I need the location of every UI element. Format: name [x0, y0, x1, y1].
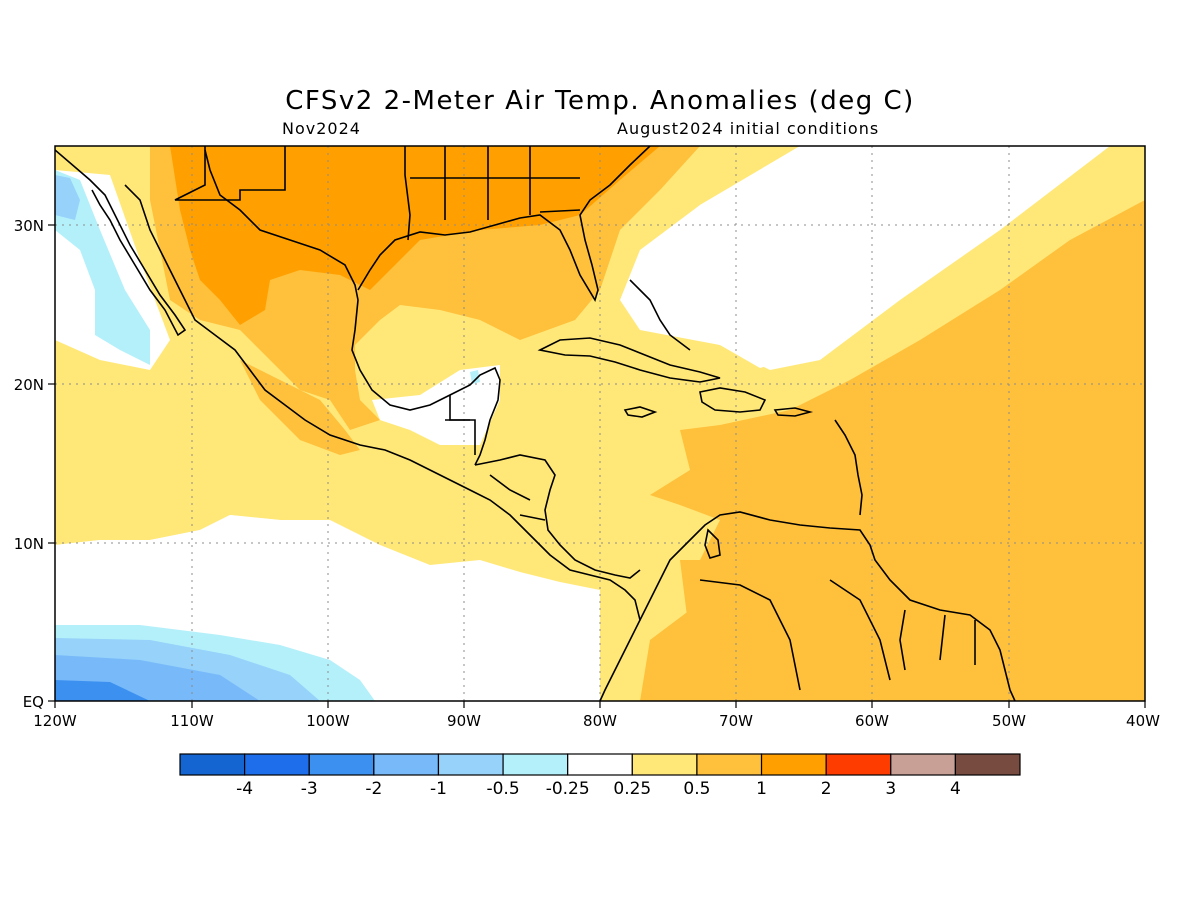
colorbar-label: -3	[301, 779, 318, 799]
valid-month-label: Nov2024	[282, 119, 361, 138]
colorbar-label: -4	[236, 779, 253, 799]
colorbar-label: -0.5	[486, 779, 519, 799]
colorbar-label: 2	[821, 779, 832, 799]
colorbar-label: 4	[950, 779, 961, 799]
lon-label: 50W	[992, 712, 1026, 730]
shade-light-cyan-baja	[55, 170, 150, 365]
lon-label: 110W	[170, 712, 214, 730]
colorbar-label: -0.25	[546, 779, 590, 799]
lon-label: 120W	[33, 712, 77, 730]
colorbar-swatch	[890, 753, 956, 776]
graticule	[55, 146, 1145, 701]
colorbar-swatch	[179, 753, 246, 776]
colorbar-label: 1	[756, 779, 767, 799]
anomaly-field	[55, 146, 1145, 701]
shade-dark-orange-se	[520, 146, 650, 215]
init-conditions-label: August2024 initial conditions	[617, 119, 880, 138]
shade-white-atlantic	[640, 146, 1110, 368]
lon-label: 40W	[1126, 712, 1160, 730]
colorbar-swatch	[244, 753, 310, 776]
lon-label: 70W	[719, 712, 753, 730]
colorbar-swatch	[373, 753, 440, 776]
shade-white-yucatan	[372, 365, 500, 445]
colorbar-swatch	[567, 753, 633, 776]
lat-label: 30N	[14, 217, 44, 235]
lon-label: 80W	[583, 712, 617, 730]
colorbar-label: 3	[885, 779, 896, 799]
colorbar-swatch	[954, 753, 1021, 776]
latitude-labels: 30N 20N 10N EQ	[14, 217, 44, 711]
colorbar: -4 -3 -2 -1 -0.5 -0.25 0.25 0.5 1 2 3 4	[179, 753, 1021, 799]
colorbar-label: -2	[365, 779, 382, 799]
colorbar-swatch	[437, 753, 504, 776]
axis-ticks	[48, 224, 1146, 708]
colorbar-swatch	[308, 753, 375, 776]
colorbar-label: -1	[430, 779, 447, 799]
colorbar-swatch	[825, 753, 892, 776]
lon-label: 100W	[306, 712, 350, 730]
colorbar-swatch	[760, 753, 827, 776]
shade-deep-blue-sw	[55, 680, 150, 701]
map-title: CFSv2 2-Meter Air Temp. Anomalies (deg C…	[285, 86, 915, 116]
colorbar-label: 0.5	[683, 779, 710, 799]
lat-label: 20N	[14, 376, 44, 394]
shade-light-yellow-pacific	[55, 430, 480, 565]
shade-orange-mexico-coast	[240, 360, 360, 455]
colorbar-swatch	[696, 753, 763, 776]
coastlines	[55, 146, 1016, 701]
longitude-labels: 120W 110W 100W 90W 80W 70W 60W 50W 40W	[33, 712, 1160, 730]
shade-cyan-yucatan-dot	[470, 370, 480, 384]
colorbar-swatch	[502, 753, 569, 776]
colorbar-swatch	[631, 753, 698, 776]
shade-mid-blue-baja	[55, 175, 80, 220]
colorbar-label: 0.25	[613, 779, 651, 799]
lat-label: EQ	[23, 693, 44, 711]
lon-label: 60W	[855, 712, 889, 730]
shade-orange-guyana	[680, 560, 880, 700]
lon-label: 90W	[447, 712, 481, 730]
lat-label: 10N	[14, 535, 44, 553]
